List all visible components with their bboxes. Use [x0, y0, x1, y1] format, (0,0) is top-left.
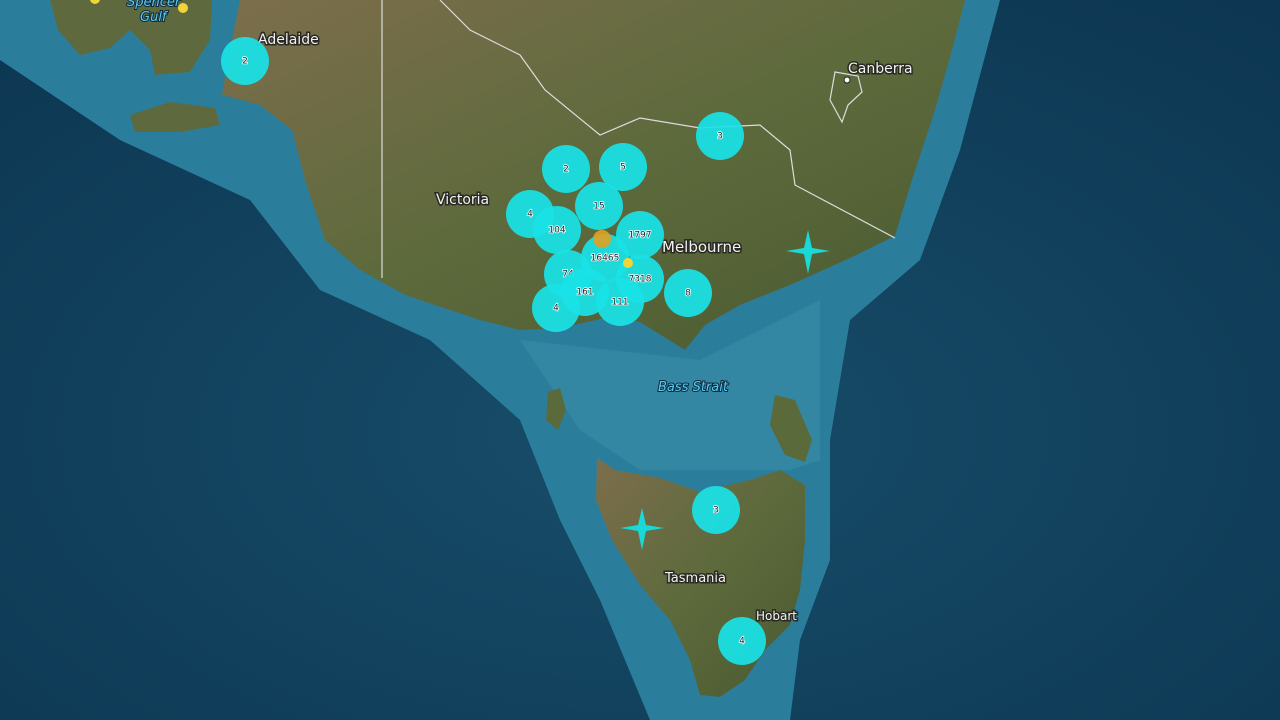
cluster-marker[interactable]: 104 — [533, 206, 581, 254]
label-melbourne: Melbourne — [662, 238, 741, 256]
cluster-marker[interactable]: 3 — [696, 112, 744, 160]
epicentre-star-icon[interactable] — [786, 230, 830, 274]
cluster-count: 4 — [527, 210, 533, 220]
label-adelaide: Adelaide — [258, 32, 319, 48]
cluster-circle[interactable] — [692, 486, 740, 534]
cluster-circle[interactable] — [542, 145, 590, 193]
cluster-circle[interactable] — [599, 143, 647, 191]
cluster-circle[interactable] — [718, 617, 766, 665]
cluster-marker[interactable]: 8 — [664, 269, 712, 317]
cluster-count: 104 — [548, 226, 565, 236]
cluster-count: 15 — [593, 202, 604, 212]
cluster-count: 7318 — [629, 275, 652, 285]
state-border-nsw-vic — [439, 0, 896, 239]
cluster-count: 3 — [717, 132, 723, 142]
label-spencer-gulf: Spencer — [127, 0, 182, 10]
label-bass-strait: Bass Strait — [658, 380, 729, 395]
cluster-marker[interactable]: 4 — [718, 617, 766, 665]
earthquake-dot[interactable] — [90, 0, 100, 4]
earthquake-dot[interactable] — [623, 258, 633, 268]
mainland-australia — [222, 0, 965, 350]
cluster-marker[interactable]: 2 — [542, 145, 590, 193]
cluster-count: 2 — [563, 165, 569, 175]
cluster-marker[interactable]: 4 — [532, 284, 580, 332]
cluster-count: 74 — [562, 270, 574, 280]
cluster-count: 111 — [611, 298, 628, 308]
cluster-marker[interactable]: 5 — [599, 143, 647, 191]
cluster-marker[interactable]: 111 — [596, 278, 644, 326]
cluster-count: 2 — [242, 57, 248, 67]
city-dot-icon — [843, 76, 851, 84]
cluster-count: 1797 — [629, 231, 652, 241]
epicentre-star-icon[interactable] — [620, 508, 664, 550]
cluster-circle[interactable] — [221, 37, 269, 85]
cluster-count: 8 — [685, 289, 691, 299]
cluster-marker[interactable]: 3 — [692, 486, 740, 534]
kangaroo-island — [130, 102, 220, 132]
cluster-count: 5 — [620, 163, 626, 173]
flinders-island — [770, 395, 812, 462]
cluster-marker[interactable]: 15 — [575, 182, 623, 230]
cluster-circle[interactable] — [616, 211, 664, 259]
cluster-count: 161 — [576, 288, 593, 298]
cluster-circle[interactable] — [533, 206, 581, 254]
earthquake-dot[interactable] — [178, 3, 188, 13]
earthquake-dot[interactable] — [593, 230, 611, 248]
cluster-circle[interactable] — [532, 284, 580, 332]
cluster-circle[interactable] — [575, 182, 623, 230]
cluster-count: 16465 — [591, 254, 620, 264]
label-victoria: Victoria — [436, 192, 489, 208]
cluster-marker[interactable]: 2 — [221, 37, 269, 85]
cluster-circle[interactable] — [596, 278, 644, 326]
eyre-yorke-peninsula — [50, 0, 212, 75]
label-canberra: Canberra — [848, 61, 913, 77]
cluster-circle[interactable] — [696, 112, 744, 160]
label-tasmania: Tasmania — [664, 571, 726, 586]
bass-strait-shelf — [520, 300, 820, 470]
act-border — [829, 71, 863, 124]
cluster-count: 3 — [713, 506, 719, 516]
label-spencer-gulf-2: Gulf — [140, 10, 169, 25]
king-island — [546, 388, 566, 430]
label-hobart: Hobart — [756, 609, 797, 623]
cluster-count: 4 — [739, 637, 745, 647]
cluster-marker[interactable]: 1797 — [616, 211, 664, 259]
cluster-circle[interactable] — [664, 269, 712, 317]
cluster-count: 4 — [553, 304, 559, 314]
